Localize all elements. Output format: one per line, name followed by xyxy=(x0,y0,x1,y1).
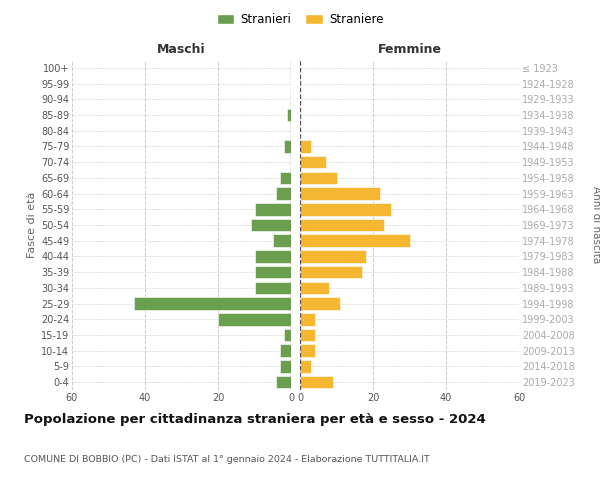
Bar xyxy=(300,218,384,232)
Bar xyxy=(300,156,326,168)
Bar xyxy=(251,218,291,232)
Bar xyxy=(300,140,311,152)
Bar xyxy=(300,266,362,278)
Bar xyxy=(254,203,291,215)
Title: Maschi: Maschi xyxy=(157,43,206,56)
Bar xyxy=(300,234,409,247)
Bar xyxy=(300,360,311,372)
Title: Femmine: Femmine xyxy=(377,43,442,56)
Bar xyxy=(300,172,337,184)
Bar xyxy=(254,266,291,278)
Bar xyxy=(287,108,291,122)
Bar xyxy=(284,140,291,152)
Text: COMUNE DI BOBBIO (PC) - Dati ISTAT al 1° gennaio 2024 - Elaborazione TUTTITALIA.: COMUNE DI BOBBIO (PC) - Dati ISTAT al 1°… xyxy=(24,455,430,464)
Bar xyxy=(300,203,391,215)
Y-axis label: Fasce di età: Fasce di età xyxy=(26,192,37,258)
Bar xyxy=(254,282,291,294)
Bar xyxy=(300,298,340,310)
Bar xyxy=(280,344,291,357)
Legend: Stranieri, Straniere: Stranieri, Straniere xyxy=(212,8,388,31)
Bar xyxy=(300,250,366,262)
Bar xyxy=(300,328,314,342)
Bar xyxy=(280,172,291,184)
Bar xyxy=(277,188,291,200)
Bar xyxy=(273,234,291,247)
Bar xyxy=(218,313,291,326)
Bar xyxy=(254,250,291,262)
Bar xyxy=(300,313,314,326)
Bar xyxy=(280,360,291,372)
Bar xyxy=(300,282,329,294)
Bar xyxy=(284,328,291,342)
Bar xyxy=(300,344,314,357)
Bar xyxy=(300,376,333,388)
Bar xyxy=(277,376,291,388)
Bar xyxy=(300,188,380,200)
Text: Popolazione per cittadinanza straniera per età e sesso - 2024: Popolazione per cittadinanza straniera p… xyxy=(24,412,486,426)
Bar xyxy=(134,298,291,310)
Text: Anni di nascita: Anni di nascita xyxy=(590,186,600,264)
